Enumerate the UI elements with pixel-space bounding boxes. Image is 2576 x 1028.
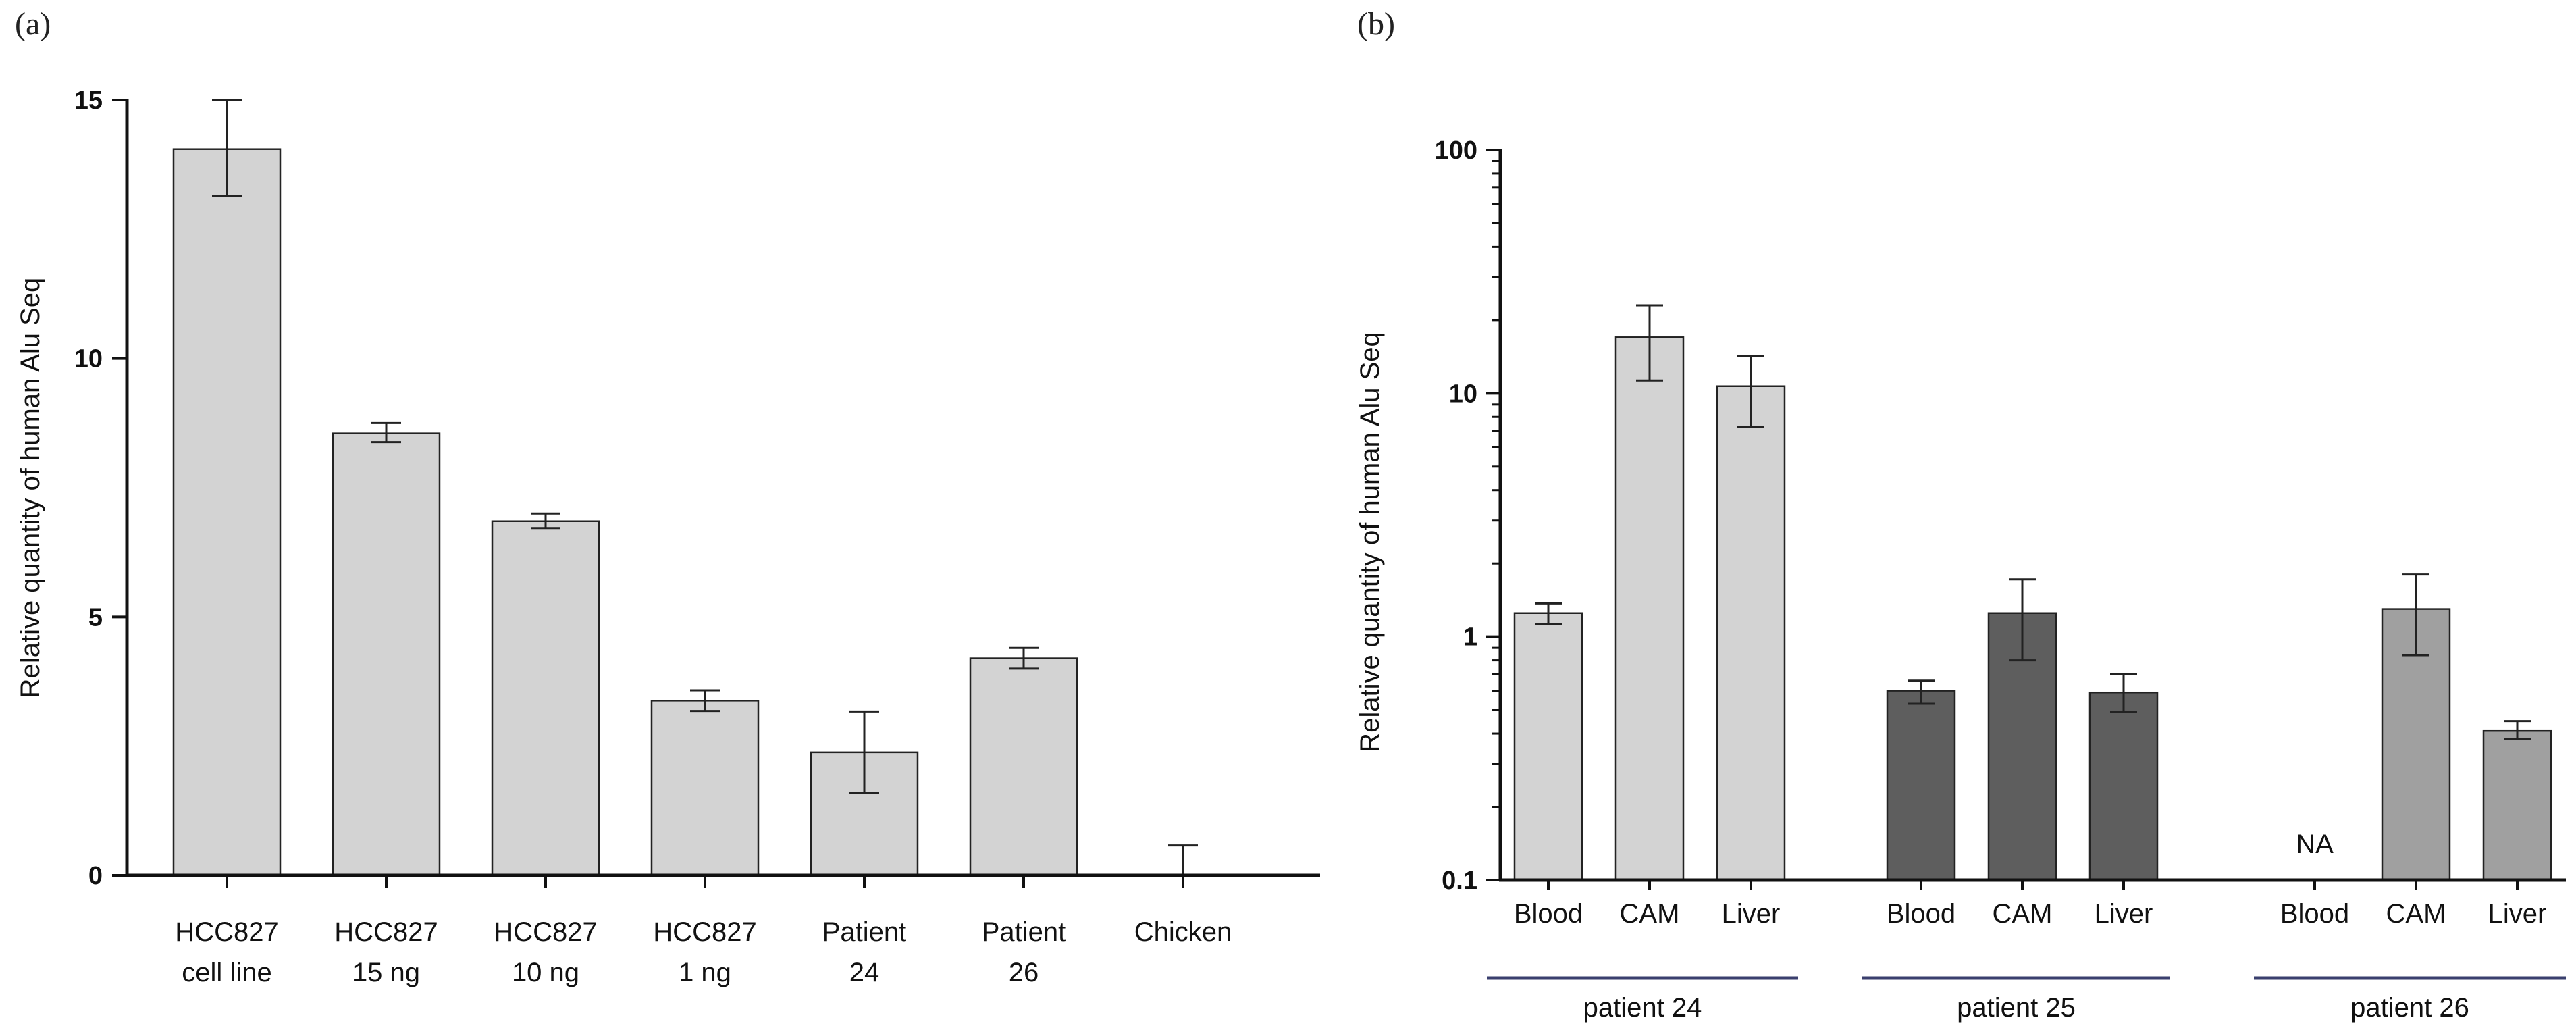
y-axis-title: Relative quantity of human Alu Seq: [1355, 332, 1385, 752]
y-tick-label: 5: [88, 603, 103, 632]
bar: [1716, 385, 1786, 881]
x-tick-label-line2: 15 ng: [352, 958, 420, 987]
na-label: NA: [2296, 829, 2334, 859]
chart-b: Relative quantity of human Alu Seq Blood C…: [1355, 136, 2566, 1023]
panel-b-label: (b): [1357, 6, 1395, 42]
y-tick-label: 100: [1435, 136, 1477, 165]
x-tick-label-line1: HCC827: [653, 917, 756, 947]
bar: [2482, 729, 2552, 881]
x-tick-label: Liver: [2095, 899, 2153, 929]
bar: [1614, 336, 1685, 881]
bar: [172, 148, 282, 877]
x-tick-label-line1: HCC827: [334, 917, 438, 947]
y-tick-label: 0.1: [1442, 867, 1477, 895]
chart-a: Relative quantity of human Alu Seq HCC827…: [16, 86, 1320, 987]
x-tick-label: Blood: [1514, 899, 1583, 929]
x-tick-label: Liver: [2488, 899, 2547, 929]
x-tick-label-line2: 24: [849, 958, 880, 987]
group-label: patient 25: [1957, 993, 2076, 1023]
x-tick-label-line1: HCC827: [494, 917, 597, 947]
bar: [650, 700, 760, 877]
bar: [1886, 690, 1956, 881]
x-tick-label-line1: HCC827: [175, 917, 278, 947]
y-tick-label: 1: [1463, 623, 1477, 652]
bar: [491, 520, 600, 877]
y-tick-label: 10: [1449, 380, 1477, 408]
y-tick-label: 0: [88, 862, 103, 890]
x-tick-label-line2: cell line: [182, 958, 271, 987]
x-tick-label-line1: Chicken: [1134, 917, 1232, 947]
group-label: patient 24: [1583, 993, 1702, 1023]
x-tick-label-line2: 10 ng: [512, 958, 579, 987]
x-tick-label: Blood: [2280, 899, 2349, 929]
x-tick-label: Blood: [1887, 899, 1955, 929]
y-tick-label: 10: [74, 345, 103, 374]
bar: [1513, 612, 1583, 881]
x-tick-label: CAM: [1620, 899, 1680, 929]
x-tick-label-line2: 1 ng: [679, 958, 731, 987]
x-tick-label-line1: Patient: [982, 917, 1066, 947]
y-axis-title: Relative quantity of human Alu Seq: [16, 278, 45, 698]
group-label: patient 26: [2350, 993, 2469, 1023]
x-tick-label: Liver: [1722, 899, 1781, 929]
y-tick-label: 15: [74, 86, 103, 115]
x-tick-label: CAM: [2386, 899, 2446, 929]
x-tick-label-line1: Patient: [822, 917, 907, 947]
bar: [2088, 691, 2159, 881]
bar: [969, 657, 1078, 877]
x-tick-label: CAM: [1993, 899, 2053, 929]
x-tick-label-line2: 26: [1009, 958, 1039, 987]
panel-a-label: (a): [15, 6, 51, 42]
bar: [332, 432, 441, 877]
